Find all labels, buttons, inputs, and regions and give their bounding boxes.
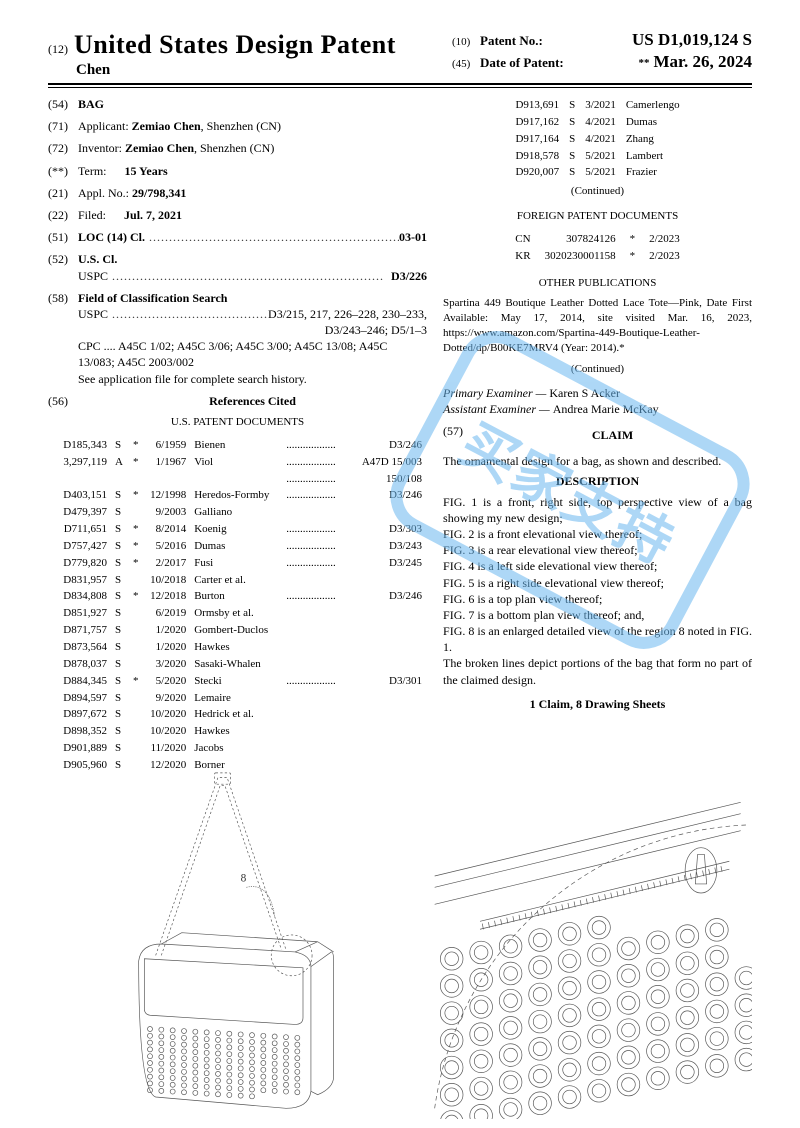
us-refs-table: D185,343S*6/1959Bienen..................… [48, 436, 427, 775]
applicant: Applicant: Zemiao Chen, Shenzhen (CN) [78, 118, 427, 134]
ref-row: ..................150/108 [50, 472, 425, 487]
description-title: DESCRIPTION [443, 473, 752, 489]
description-text: FIG. 1 is a front, right side, top persp… [443, 494, 752, 688]
filed: Filed: Jul. 7, 2021 [78, 207, 427, 223]
right-column: D913,691S3/2021Camerlengo D917,162S4/2021… [443, 96, 752, 775]
ref-row: D831,957S10/2018Carter et al. [50, 573, 425, 588]
header-right: (10) Patent No.: US D1,019,124 S (45) Da… [452, 30, 752, 74]
ref-row: D871,757S1/2020Gombert-Duclos [50, 623, 425, 638]
ref-row: D757,427S*5/2016Dumas..................D… [50, 539, 425, 554]
ref-row: D779,820S*2/2017Fusi..................D3… [50, 556, 425, 571]
patent-header: (12) United States Design Patent Chen (1… [48, 30, 752, 85]
us-docs-title: U.S. PATENT DOCUMENTS [48, 415, 427, 430]
other-pub-title: OTHER PUBLICATIONS [443, 276, 752, 291]
code-54: (54) [48, 96, 78, 112]
continued-label-2: (Continued) [443, 362, 752, 377]
ref-row: D479,397S9/2003Galliano [50, 505, 425, 520]
code-72: (72) [48, 140, 78, 156]
refs-cited-label: References Cited [78, 393, 427, 409]
date-of-patent: **Mar. 26, 2024 [634, 52, 752, 72]
title-bag: BAG [78, 96, 104, 112]
left-column: (54)BAG (71) Applicant: Zemiao Chen, She… [48, 96, 427, 775]
header-code-12: (12) [48, 42, 68, 57]
hdr-code-45: (45) [452, 58, 480, 70]
ref-row: D917,164S4/2021Zhang [511, 132, 683, 147]
ref-row: D918,578S5/2021Lambert [511, 149, 683, 164]
field-search: Field of Classification Search USPCD3/21… [78, 290, 427, 387]
us-cl: U.S. Cl. USPCD3/226 [78, 251, 427, 283]
header-left: (12) United States Design Patent Chen [48, 30, 452, 79]
ref-row: D711,651S*8/2014Koenig..................… [50, 522, 425, 537]
continued-label: (Continued) [443, 184, 752, 199]
code-71: (71) [48, 118, 78, 134]
date-of-patent-label: Date of Patent: [480, 55, 634, 71]
applicant-short: Chen [76, 62, 452, 79]
term: Term: 15 Years [78, 163, 427, 179]
code-21: (21) [48, 185, 78, 201]
fp-row: KR3020230001158*2/2023 [509, 249, 685, 264]
examiners: Primary Examiner — Karen S Acker Assista… [443, 385, 752, 417]
code-51: (51) [48, 229, 78, 245]
patent-drawings: 8 [48, 768, 752, 1108]
ref-row: D901,889S11/2020Jacobs [50, 741, 425, 756]
ref-row: D878,037S3/2020Sasaki-Whalen [50, 657, 425, 672]
drawing-fig-8 [412, 768, 752, 1108]
other-pub-text: Spartina 449 Boutique Leather Dotted Lac… [443, 296, 752, 355]
patent-no-label: Patent No.: [480, 33, 632, 49]
ref-row: 3,297,119A*1/1967Viol..................A… [50, 455, 425, 470]
ref-row: D403,151S*12/1998Heredos-Formby.........… [50, 488, 425, 503]
code-22: (22) [48, 207, 78, 223]
ref-row: D920,007S5/2021Frazier [511, 165, 683, 180]
header-rule [48, 87, 752, 88]
claim-count: 1 Claim, 8 Drawing Sheets [443, 696, 752, 712]
inventor: Inventor: Zemiao Chen, Shenzhen (CN) [78, 140, 427, 156]
svg-text:8: 8 [241, 872, 247, 884]
ref-row: D913,691S3/2021Camerlengo [511, 98, 683, 113]
ref-row: D898,352S10/2020Hawkes [50, 724, 425, 739]
foreign-refs-table: CN307824126*2/2023 KR3020230001158*2/2023 [507, 230, 687, 266]
ref-row: D917,162S4/2021Dumas [511, 115, 683, 130]
code-56: (56) [48, 393, 78, 409]
ref-row: D897,672S10/2020Hedrick et al. [50, 707, 425, 722]
body-columns: (54)BAG (71) Applicant: Zemiao Chen, She… [48, 96, 752, 775]
patent-number: US D1,019,124 S [632, 30, 752, 50]
claim-text: The ornamental design for a bag, as show… [443, 453, 752, 469]
loc-cl: LOC (14) Cl.03-01 [78, 229, 427, 245]
code-52: (52) [48, 251, 78, 283]
ref-row: D851,927S6/2019Ormsby et al. [50, 606, 425, 621]
ref-row: D834,808S*12/2018Burton.................… [50, 589, 425, 604]
ref-row: D884,345S*5/2020Stecki..................… [50, 674, 425, 689]
hdr-code-10: (10) [452, 36, 480, 48]
code-57: (57) [443, 423, 473, 447]
appl-no: Appl. No.: 29/798,341 [78, 185, 427, 201]
ref-row: D873,564S1/2020Hawkes [50, 640, 425, 655]
foreign-docs-title: FOREIGN PATENT DOCUMENTS [443, 209, 752, 224]
ref-row: D894,597S9/2020Lemaire [50, 691, 425, 706]
code-term: (**) [48, 163, 78, 179]
fp-row: CN307824126*2/2023 [509, 232, 685, 247]
us-refs-continued: D913,691S3/2021Camerlengo D917,162S4/2021… [509, 96, 685, 182]
patent-title: United States Design Patent [74, 30, 396, 60]
code-58: (58) [48, 290, 78, 387]
ref-row: D185,343S*6/1959Bienen..................… [50, 438, 425, 453]
drawing-fig-1: 8 [48, 768, 388, 1108]
claim-title: CLAIM [473, 427, 752, 443]
